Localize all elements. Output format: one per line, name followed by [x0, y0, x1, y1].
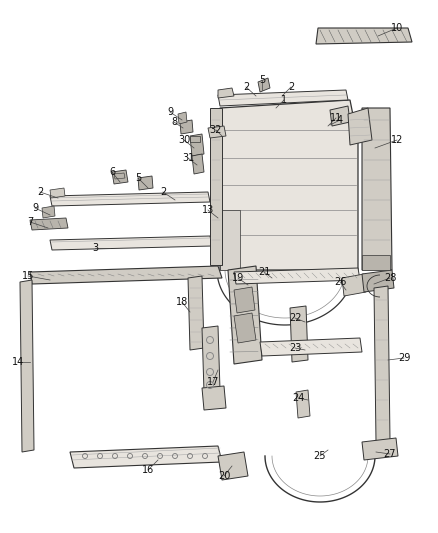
Text: 17: 17: [207, 377, 219, 387]
Polygon shape: [210, 108, 222, 265]
Polygon shape: [50, 192, 210, 206]
Text: 25: 25: [314, 451, 326, 461]
Polygon shape: [50, 236, 212, 250]
Polygon shape: [290, 306, 308, 362]
Polygon shape: [208, 126, 226, 138]
Text: 9: 9: [32, 203, 38, 213]
Text: 1: 1: [281, 95, 287, 105]
Text: 4: 4: [337, 115, 343, 125]
Polygon shape: [138, 176, 153, 190]
Text: 14: 14: [12, 357, 24, 367]
Polygon shape: [192, 154, 204, 174]
Text: 9: 9: [167, 107, 173, 117]
Polygon shape: [20, 280, 34, 452]
Polygon shape: [362, 255, 390, 270]
Polygon shape: [202, 326, 220, 392]
Text: 19: 19: [232, 273, 244, 283]
Text: 2: 2: [160, 187, 166, 197]
Polygon shape: [190, 136, 200, 142]
Polygon shape: [228, 266, 262, 364]
Text: 22: 22: [289, 313, 301, 323]
Text: 5: 5: [259, 75, 265, 85]
Polygon shape: [220, 100, 358, 270]
Text: 2: 2: [37, 187, 43, 197]
Text: 11: 11: [330, 113, 342, 123]
Text: 2: 2: [288, 82, 294, 92]
Polygon shape: [374, 286, 390, 442]
Polygon shape: [330, 106, 350, 126]
Polygon shape: [30, 218, 68, 230]
Text: 27: 27: [384, 449, 396, 459]
Text: 23: 23: [289, 343, 301, 353]
Polygon shape: [220, 210, 240, 270]
Polygon shape: [180, 120, 193, 134]
Polygon shape: [348, 108, 372, 145]
Polygon shape: [260, 338, 362, 356]
Polygon shape: [188, 276, 204, 350]
Polygon shape: [112, 170, 128, 184]
Polygon shape: [234, 313, 256, 343]
Text: 26: 26: [334, 277, 346, 287]
Text: 12: 12: [391, 135, 403, 145]
Polygon shape: [218, 452, 248, 480]
Text: 20: 20: [218, 471, 230, 481]
Text: 28: 28: [384, 273, 396, 283]
Polygon shape: [190, 134, 204, 156]
Polygon shape: [218, 88, 234, 98]
Polygon shape: [178, 112, 187, 124]
Polygon shape: [50, 188, 65, 198]
Polygon shape: [316, 28, 412, 44]
Text: 15: 15: [22, 271, 34, 281]
Polygon shape: [202, 386, 226, 410]
Text: 10: 10: [391, 23, 403, 33]
Text: 21: 21: [258, 267, 270, 277]
Polygon shape: [30, 266, 222, 284]
Text: 31: 31: [182, 153, 194, 163]
Text: 13: 13: [202, 205, 214, 215]
Text: 5: 5: [135, 173, 141, 183]
Text: 32: 32: [210, 125, 222, 135]
Text: 8: 8: [171, 117, 177, 127]
Polygon shape: [70, 446, 222, 468]
Text: 16: 16: [142, 465, 154, 475]
Text: 29: 29: [398, 353, 410, 363]
Polygon shape: [258, 78, 270, 92]
Text: 24: 24: [292, 393, 304, 403]
Polygon shape: [114, 173, 125, 179]
Text: 2: 2: [243, 82, 249, 92]
Polygon shape: [42, 206, 55, 218]
Polygon shape: [342, 274, 366, 296]
Text: 30: 30: [178, 135, 190, 145]
Polygon shape: [218, 90, 348, 106]
Polygon shape: [362, 270, 394, 292]
Text: 3: 3: [92, 243, 98, 253]
Polygon shape: [296, 390, 310, 418]
Polygon shape: [234, 287, 255, 313]
Text: 18: 18: [176, 297, 188, 307]
Text: 6: 6: [109, 167, 115, 177]
Polygon shape: [234, 268, 360, 284]
Text: 7: 7: [27, 217, 33, 227]
Polygon shape: [362, 438, 398, 460]
Polygon shape: [362, 108, 392, 270]
